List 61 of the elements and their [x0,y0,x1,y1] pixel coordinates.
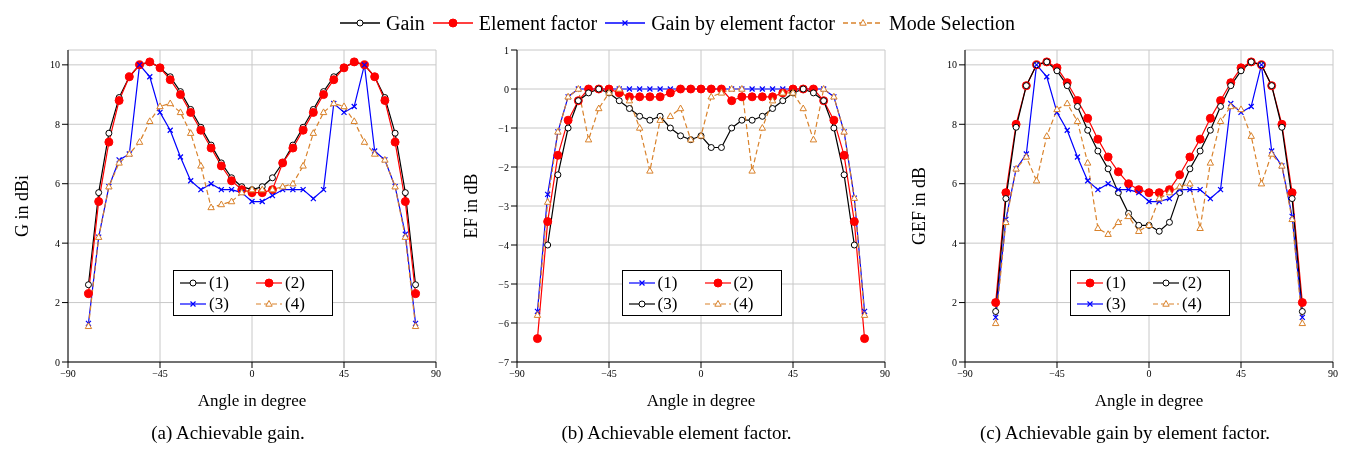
x-tick-label: 45 [1236,368,1246,380]
legend-label: (3) [657,293,678,314]
y-tick-label: −4 [497,239,509,251]
y-tick-label: 0 [952,356,957,368]
x-tick-label: −45 [600,368,617,380]
x-axis-title: Angle in degree [1094,391,1204,410]
y-axis-title: GEF in dB [909,166,930,246]
y-tick-label: 2 [952,297,957,309]
y-tick-label: 8 [952,118,957,130]
text: Gain by element factor [651,11,835,35]
legend-label: (2) [285,272,305,293]
x-tick-label: −45 [152,368,168,380]
y-tick-label: 10 [947,59,957,71]
y-tick-label: −5 [497,278,509,290]
legend-label: (2) [1182,272,1202,293]
y-axis-title: G in dBi [12,174,33,238]
text: Mode Selection [888,11,1016,35]
legend-label: (2) [733,272,754,293]
x-axis-title: Angle in degree [197,391,307,410]
x-tick-label: 0 [249,368,255,380]
x-tick-label: 90 [879,368,890,380]
legend-label: (1) [209,272,229,293]
y-tick-label: 4 [952,237,957,249]
y-tick-label: −7 [497,356,509,368]
y-tick-label: 6 [952,178,957,190]
text: (b) Achievable element factor. [561,422,792,444]
text: (a) Achievable gain. [151,422,305,444]
legend-label: (3) [1106,293,1126,314]
legend-label: (4) [1182,293,1202,314]
legend-label: (3) [209,293,229,314]
legend-label: (4) [285,293,305,314]
x-tick-label: −90 [60,368,76,380]
x-tick-label: −90 [957,368,973,380]
y-tick-label: 4 [55,237,60,249]
y-tick-label: −2 [497,161,509,173]
y-tick-label: 1 [503,44,509,56]
text: Gain [385,11,425,35]
text: (c) Achievable gain by element factor. [979,422,1271,444]
legend-label: (1) [1106,272,1126,293]
y-tick-label: −6 [497,317,509,329]
x-tick-label: 90 [431,368,441,380]
y-tick-label: 0 [503,83,509,95]
text: Element factor [478,11,598,35]
y-tick-label: 6 [55,178,60,190]
x-tick-label: 90 [1328,368,1338,380]
y-tick-label: 2 [55,297,60,309]
x-tick-label: 45 [787,368,798,380]
legend-label: (1) [657,272,678,293]
x-tick-label: −90 [508,368,525,380]
x-tick-label: 45 [339,368,349,380]
x-tick-label: 0 [1146,368,1152,380]
y-tick-label: 0 [55,356,60,368]
y-tick-label: 10 [50,59,60,71]
x-tick-label: 0 [698,368,703,380]
y-tick-label: −3 [497,200,509,212]
y-tick-label: −1 [497,122,509,134]
x-tick-label: −45 [1049,368,1065,380]
y-axis-title: EF in dB [460,173,481,239]
y-tick-label: 8 [55,118,60,130]
legend-label: (4) [733,293,754,314]
x-axis-title: Angle in degree [646,391,755,410]
